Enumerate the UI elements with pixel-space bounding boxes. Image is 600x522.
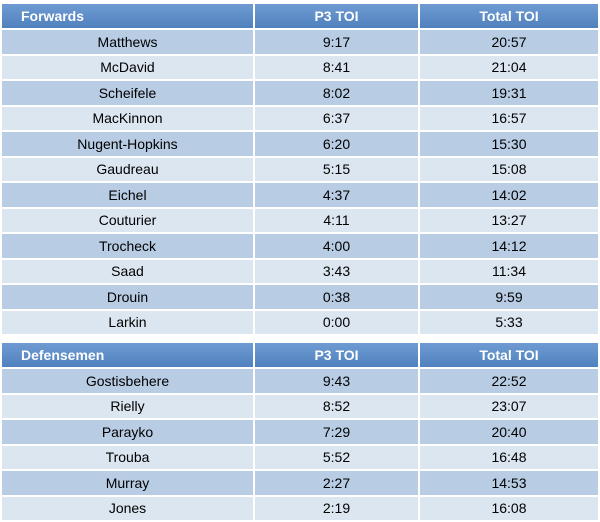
p3-toi-cell: 5:52 xyxy=(255,445,418,469)
p3-toi-cell: 2:27 xyxy=(255,471,418,495)
total-toi-cell: 22:52 xyxy=(420,369,598,393)
total-toi-cell: 21:04 xyxy=(420,55,598,79)
total-toi-cell: 16:57 xyxy=(420,106,598,130)
table-row: Jones 2:19 16:08 xyxy=(2,496,598,520)
table-row: Scheifele 8:02 19:31 xyxy=(2,81,598,105)
player-name-cell: Parayko xyxy=(2,420,253,444)
total-toi-cell: 5:33 xyxy=(420,310,598,334)
total-toi-cell: 20:57 xyxy=(420,30,598,54)
player-name-cell: Scheifele xyxy=(2,81,253,105)
p3-toi-cell: 9:43 xyxy=(255,369,418,393)
p3-toi-cell: 4:11 xyxy=(255,208,418,232)
p3-toi-cell: 5:15 xyxy=(255,157,418,181)
p3-toi-cell: 3:43 xyxy=(255,259,418,283)
table-row: Larkin 0:00 5:33 xyxy=(2,310,598,334)
p3-toi-cell: 4:37 xyxy=(255,183,418,207)
table-row: Couturier 4:11 13:27 xyxy=(2,208,598,232)
player-name-cell: Drouin xyxy=(2,285,253,309)
defensemen-header-position: Defensemen xyxy=(2,343,253,367)
defensemen-table: Defensemen P3 TOI Total TOI Gostisbehere… xyxy=(0,341,600,522)
player-name-cell: Nugent-Hopkins xyxy=(2,132,253,156)
total-toi-cell: 15:08 xyxy=(420,157,598,181)
forwards-body: Matthews 9:17 20:57 McDavid 8:41 21:04 Scheife… xyxy=(2,30,598,334)
player-name-cell: Rielly xyxy=(2,394,253,418)
player-name-cell: Gostisbehere xyxy=(2,369,253,393)
table-row: Gostisbehere 9:43 22:52 xyxy=(2,369,598,393)
p3-toi-cell: 2:19 xyxy=(255,496,418,520)
total-toi-cell: 14:53 xyxy=(420,471,598,495)
table-row: Drouin 0:38 9:59 xyxy=(2,285,598,309)
p3-toi-cell: 9:17 xyxy=(255,30,418,54)
defensemen-header-row: Defensemen P3 TOI Total TOI xyxy=(2,343,598,367)
forwards-header-row: Forwards P3 TOI Total TOI xyxy=(2,4,598,28)
p3-toi-cell: 7:29 xyxy=(255,420,418,444)
player-name-cell: Trocheck xyxy=(2,234,253,258)
forwards-header-position: Forwards xyxy=(2,4,253,28)
total-toi-cell: 20:40 xyxy=(420,420,598,444)
player-name-cell: Trouba xyxy=(2,445,253,469)
total-toi-cell: 23:07 xyxy=(420,394,598,418)
table-row: Parayko 7:29 20:40 xyxy=(2,420,598,444)
total-toi-cell: 14:02 xyxy=(420,183,598,207)
defensemen-header-p3-toi: P3 TOI xyxy=(255,343,418,367)
table-row: Trouba 5:52 16:48 xyxy=(2,445,598,469)
total-toi-cell: 15:30 xyxy=(420,132,598,156)
table-row: McDavid 8:41 21:04 xyxy=(2,55,598,79)
defensemen-header-total-toi: Total TOI xyxy=(420,343,598,367)
table-row: Eichel 4:37 14:02 xyxy=(2,183,598,207)
table-row: MacKinnon 6:37 16:57 xyxy=(2,106,598,130)
p3-toi-cell: 8:02 xyxy=(255,81,418,105)
player-name-cell: Couturier xyxy=(2,208,253,232)
p3-toi-cell: 4:00 xyxy=(255,234,418,258)
table-row: Saad 3:43 11:34 xyxy=(2,259,598,283)
player-name-cell: Matthews xyxy=(2,30,253,54)
player-name-cell: Saad xyxy=(2,259,253,283)
p3-toi-cell: 8:52 xyxy=(255,394,418,418)
p3-toi-cell: 6:37 xyxy=(255,106,418,130)
total-toi-cell: 14:12 xyxy=(420,234,598,258)
total-toi-cell: 13:27 xyxy=(420,208,598,232)
player-name-cell: McDavid xyxy=(2,55,253,79)
total-toi-cell: 16:48 xyxy=(420,445,598,469)
table-row: Murray 2:27 14:53 xyxy=(2,471,598,495)
player-name-cell: Eichel xyxy=(2,183,253,207)
forwards-header-p3-toi: P3 TOI xyxy=(255,4,418,28)
player-name-cell: Jones xyxy=(2,496,253,520)
forwards-table: Forwards P3 TOI Total TOI Matthews 9:17 20… xyxy=(0,2,600,336)
total-toi-cell: 9:59 xyxy=(420,285,598,309)
total-toi-cell: 19:31 xyxy=(420,81,598,105)
player-name-cell: Gaudreau xyxy=(2,157,253,181)
table-row: Nugent-Hopkins 6:20 15:30 xyxy=(2,132,598,156)
player-name-cell: Murray xyxy=(2,471,253,495)
total-toi-cell: 11:34 xyxy=(420,259,598,283)
player-name-cell: MacKinnon xyxy=(2,106,253,130)
p3-toi-cell: 8:41 xyxy=(255,55,418,79)
table-row: Rielly 8:52 23:07 xyxy=(2,394,598,418)
p3-toi-cell: 6:20 xyxy=(255,132,418,156)
defensemen-body: Gostisbehere 9:43 22:52 Rielly 8:52 23:07 Para… xyxy=(2,369,598,520)
p3-toi-cell: 0:00 xyxy=(255,310,418,334)
player-name-cell: Larkin xyxy=(2,310,253,334)
table-row: Trocheck 4:00 14:12 xyxy=(2,234,598,258)
forwards-header-total-toi: Total TOI xyxy=(420,4,598,28)
total-toi-cell: 16:08 xyxy=(420,496,598,520)
p3-toi-cell: 0:38 xyxy=(255,285,418,309)
table-row: Matthews 9:17 20:57 xyxy=(2,30,598,54)
table-row: Gaudreau 5:15 15:08 xyxy=(2,157,598,181)
